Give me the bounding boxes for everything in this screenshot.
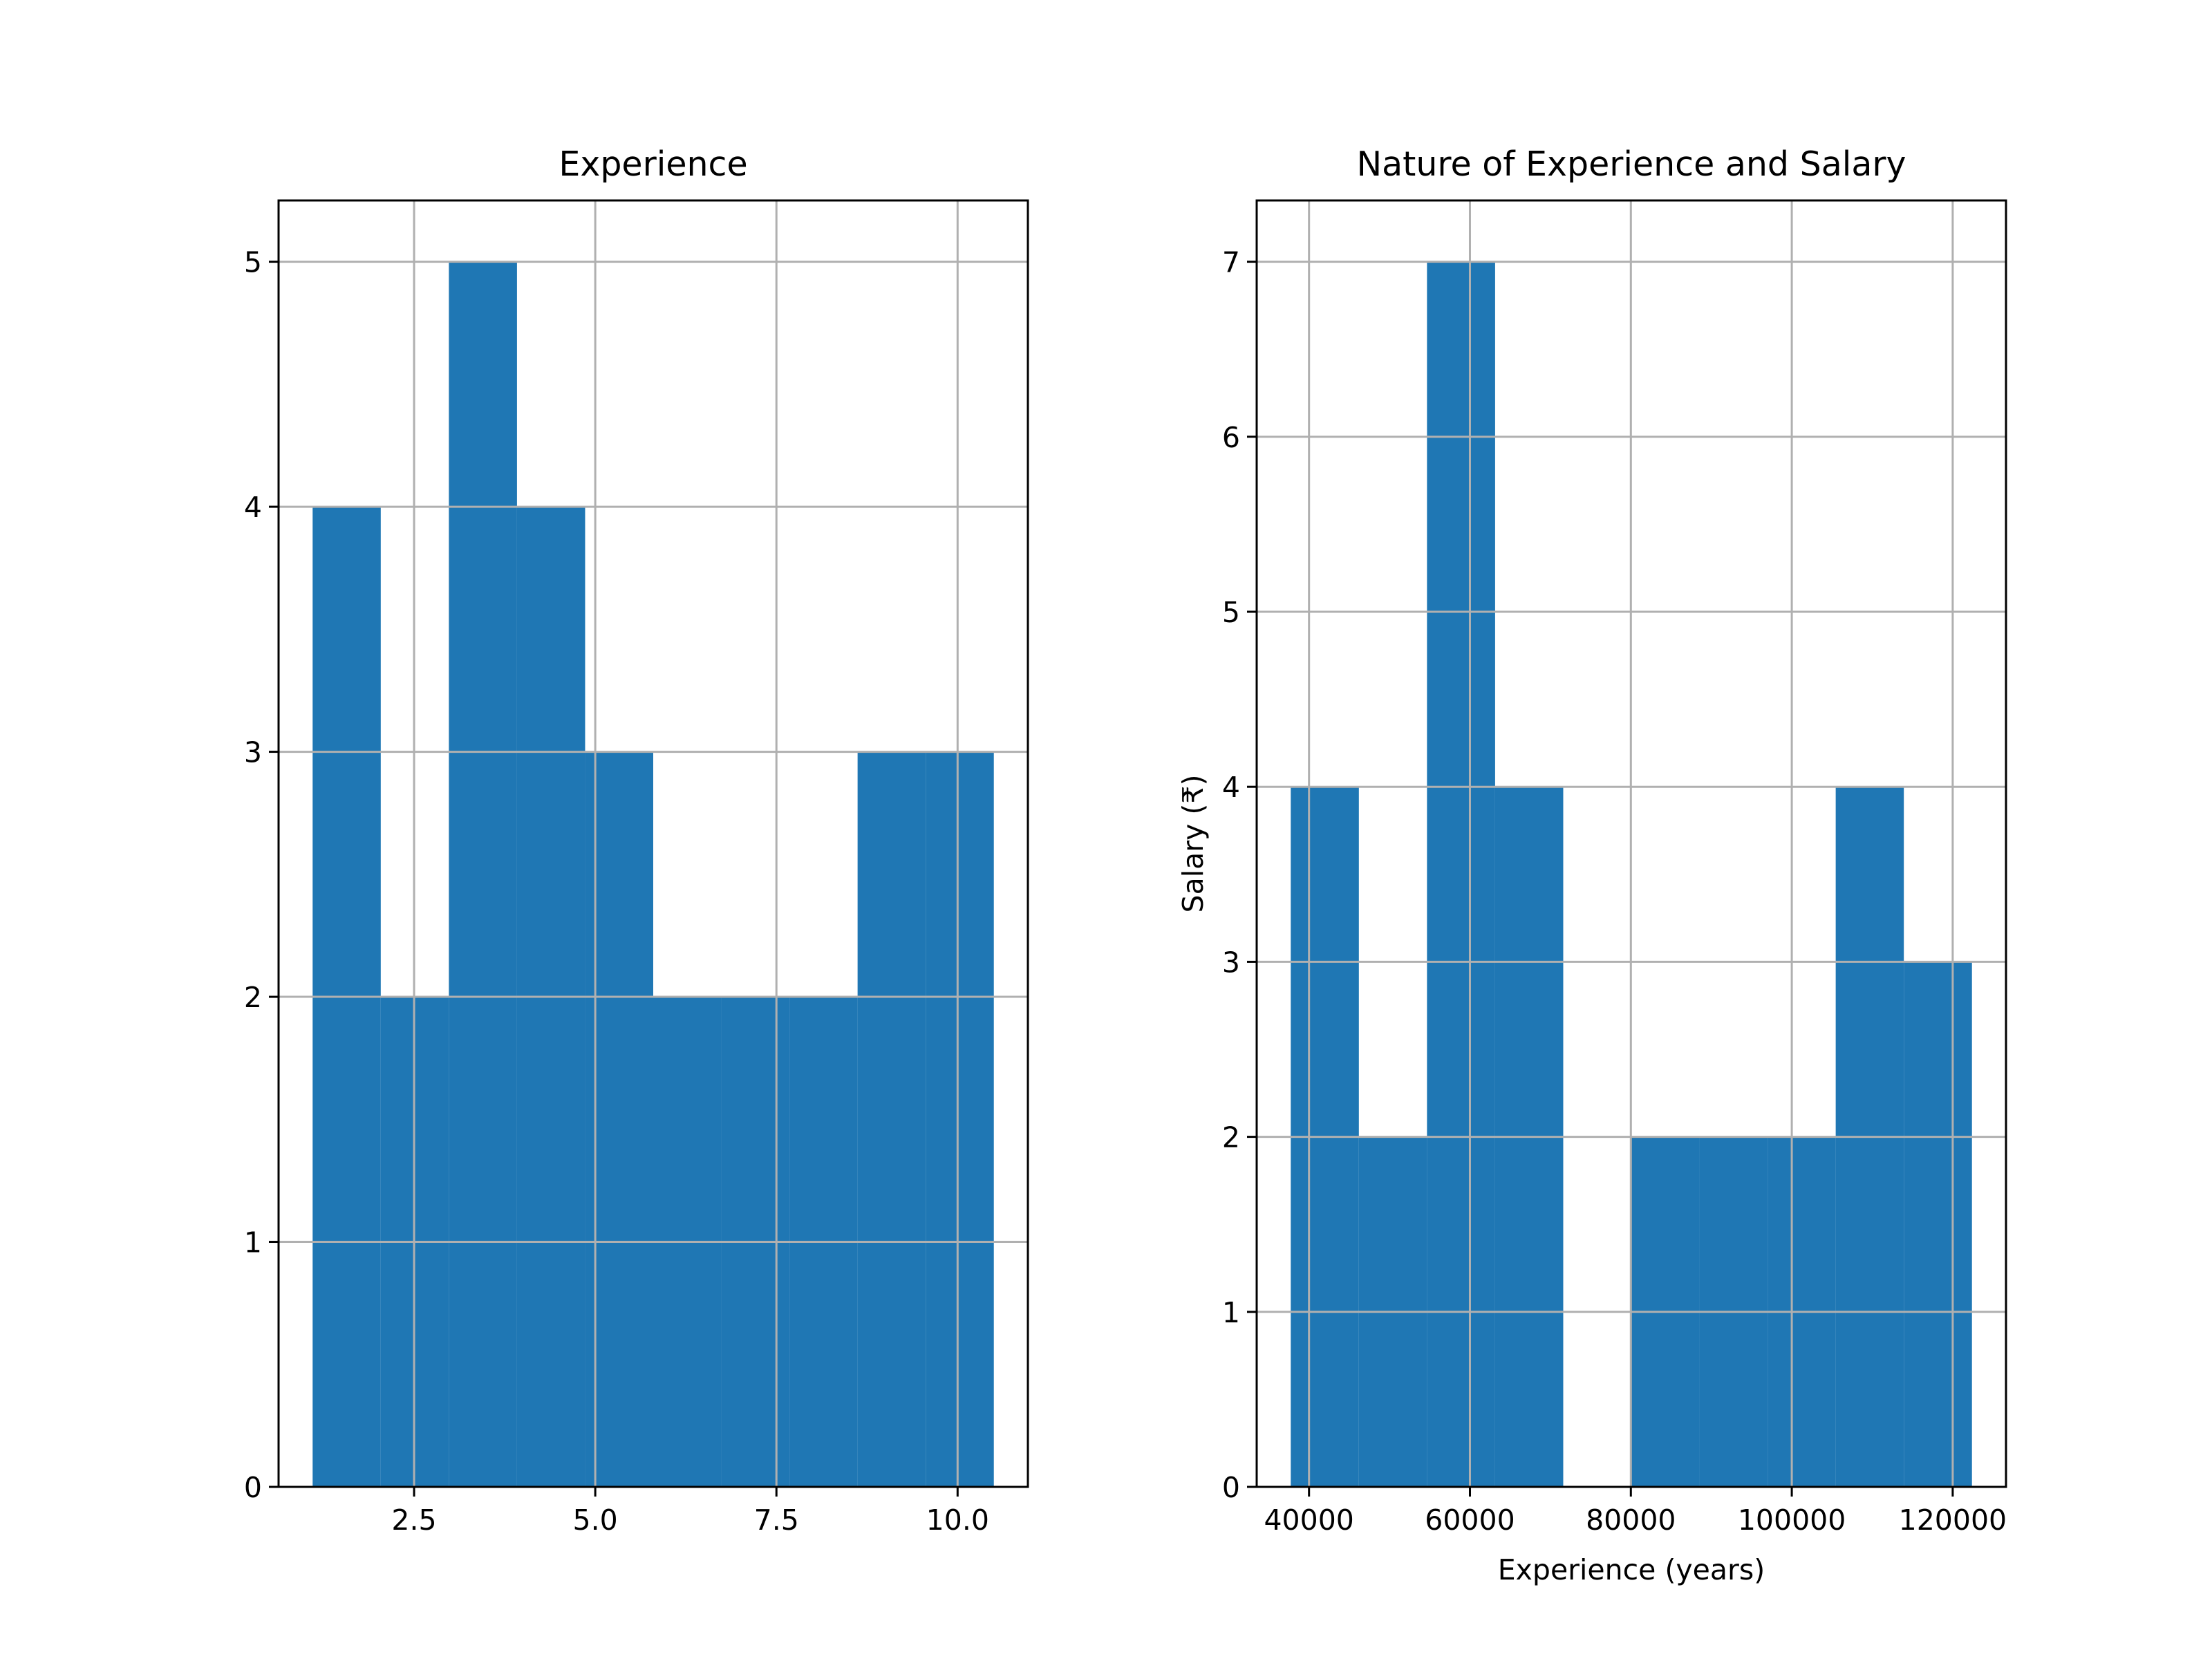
y-tick-label: 4 [244,491,262,524]
x-tick-label: 5.0 [573,1503,618,1537]
x-tick-label: 40000 [1264,1503,1353,1537]
bar [857,751,926,1487]
y-tick-label: 1 [244,1226,262,1259]
x-tick-label: 10.0 [926,1503,989,1537]
bar [926,751,994,1487]
y-tick-label: 0 [244,1471,262,1504]
y-tick-label: 1 [1222,1296,1240,1329]
y-axis-label: Salary (₹) [1177,775,1210,913]
axes-frame [1255,199,2007,1488]
axes-frame [277,199,1029,1488]
x-tick-label: 80000 [1586,1503,1676,1537]
y-tick-label: 2 [1222,1121,1240,1154]
axes-title: Nature of Experience and Salary [1356,144,1906,184]
bar [1427,261,1495,1488]
y-tick-label: 5 [1222,596,1240,629]
y-tick-label: 7 [1222,246,1240,279]
y-tick-label: 4 [1222,771,1240,804]
x-axis-label: Experience (years) [1498,1553,1765,1586]
y-tick-label: 5 [244,246,262,279]
y-tick-label: 3 [244,736,262,769]
x-tick-label: 120000 [1899,1503,2007,1537]
bar [449,261,517,1488]
y-tick-label: 6 [1222,421,1240,454]
y-tick-label: 0 [1222,1471,1240,1504]
x-tick-label: 60000 [1425,1503,1515,1537]
y-tick-label: 3 [1222,946,1240,979]
x-tick-label: 100000 [1738,1503,1846,1537]
x-tick-label: 7.5 [754,1503,799,1537]
y-tick-label: 2 [244,981,262,1014]
x-tick-label: 2.5 [391,1503,436,1537]
axes-title: Experience [559,144,747,184]
bar [585,751,653,1487]
bar [1904,962,1972,1487]
